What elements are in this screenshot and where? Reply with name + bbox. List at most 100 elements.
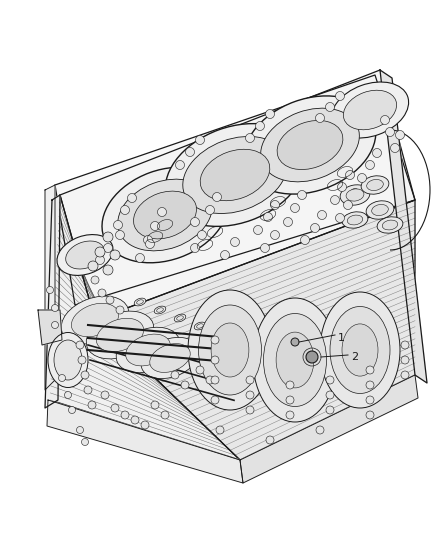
Circle shape xyxy=(103,265,113,275)
Ellipse shape xyxy=(197,324,203,328)
Circle shape xyxy=(198,230,206,239)
Ellipse shape xyxy=(342,212,368,228)
Circle shape xyxy=(315,114,325,123)
Circle shape xyxy=(366,381,374,389)
Circle shape xyxy=(286,381,294,389)
Circle shape xyxy=(95,247,105,257)
Circle shape xyxy=(255,122,265,131)
Ellipse shape xyxy=(277,120,343,169)
Circle shape xyxy=(254,225,262,235)
Polygon shape xyxy=(55,75,415,305)
Circle shape xyxy=(325,102,335,111)
Ellipse shape xyxy=(150,344,190,373)
Ellipse shape xyxy=(188,290,272,410)
Circle shape xyxy=(98,289,106,297)
Ellipse shape xyxy=(71,303,119,337)
Circle shape xyxy=(318,211,326,220)
Ellipse shape xyxy=(211,323,249,377)
Circle shape xyxy=(68,407,75,414)
Circle shape xyxy=(211,396,219,404)
Circle shape xyxy=(366,396,374,404)
Ellipse shape xyxy=(86,311,154,359)
Circle shape xyxy=(206,376,214,384)
Circle shape xyxy=(191,217,199,227)
Circle shape xyxy=(326,376,334,384)
Circle shape xyxy=(110,250,120,260)
Circle shape xyxy=(205,206,215,214)
Circle shape xyxy=(266,436,274,444)
Circle shape xyxy=(246,406,254,414)
Ellipse shape xyxy=(377,217,403,233)
Text: 1: 1 xyxy=(338,333,345,343)
Circle shape xyxy=(391,143,399,152)
Circle shape xyxy=(271,200,279,209)
Circle shape xyxy=(346,171,354,180)
Circle shape xyxy=(211,356,219,364)
Ellipse shape xyxy=(126,334,170,366)
Circle shape xyxy=(81,439,88,446)
Ellipse shape xyxy=(198,305,261,395)
Ellipse shape xyxy=(347,215,363,225)
Circle shape xyxy=(121,411,129,419)
Ellipse shape xyxy=(118,179,212,251)
Circle shape xyxy=(158,207,166,216)
Ellipse shape xyxy=(61,296,129,344)
Ellipse shape xyxy=(194,322,206,330)
Circle shape xyxy=(366,411,374,419)
Circle shape xyxy=(151,401,159,409)
Polygon shape xyxy=(45,195,60,408)
Circle shape xyxy=(91,276,99,284)
Circle shape xyxy=(291,338,299,346)
Circle shape xyxy=(261,244,269,253)
Circle shape xyxy=(366,366,374,374)
Ellipse shape xyxy=(48,333,88,387)
Ellipse shape xyxy=(342,324,378,376)
Circle shape xyxy=(88,401,96,409)
Circle shape xyxy=(144,236,152,245)
Circle shape xyxy=(331,196,339,205)
Circle shape xyxy=(336,92,345,101)
Circle shape xyxy=(88,261,98,271)
Polygon shape xyxy=(240,375,418,483)
Ellipse shape xyxy=(264,313,326,407)
Circle shape xyxy=(141,421,149,429)
Circle shape xyxy=(401,356,409,364)
Ellipse shape xyxy=(166,124,304,227)
Ellipse shape xyxy=(183,136,287,214)
Circle shape xyxy=(401,371,409,379)
Circle shape xyxy=(283,217,293,227)
Circle shape xyxy=(290,204,300,213)
Ellipse shape xyxy=(366,201,394,219)
Ellipse shape xyxy=(214,330,226,338)
Ellipse shape xyxy=(244,96,376,194)
Circle shape xyxy=(286,411,294,419)
Circle shape xyxy=(76,341,84,349)
Circle shape xyxy=(311,223,319,232)
Circle shape xyxy=(106,296,114,304)
Circle shape xyxy=(145,239,155,248)
Circle shape xyxy=(116,306,124,314)
Ellipse shape xyxy=(96,318,144,352)
Circle shape xyxy=(246,133,254,142)
Circle shape xyxy=(77,426,84,433)
Circle shape xyxy=(151,222,159,230)
Circle shape xyxy=(52,304,59,311)
Ellipse shape xyxy=(66,241,104,269)
Ellipse shape xyxy=(200,149,270,201)
Circle shape xyxy=(196,366,204,374)
Circle shape xyxy=(297,190,307,199)
Text: 2: 2 xyxy=(351,352,358,362)
Circle shape xyxy=(246,376,254,384)
Ellipse shape xyxy=(346,189,364,201)
Ellipse shape xyxy=(177,316,184,320)
Circle shape xyxy=(95,255,105,264)
Circle shape xyxy=(326,406,334,414)
Circle shape xyxy=(131,416,139,424)
Ellipse shape xyxy=(382,220,398,230)
Circle shape xyxy=(271,230,279,239)
Circle shape xyxy=(120,206,130,214)
Circle shape xyxy=(59,375,66,382)
Circle shape xyxy=(365,160,374,169)
Ellipse shape xyxy=(367,180,383,190)
Ellipse shape xyxy=(157,308,163,312)
